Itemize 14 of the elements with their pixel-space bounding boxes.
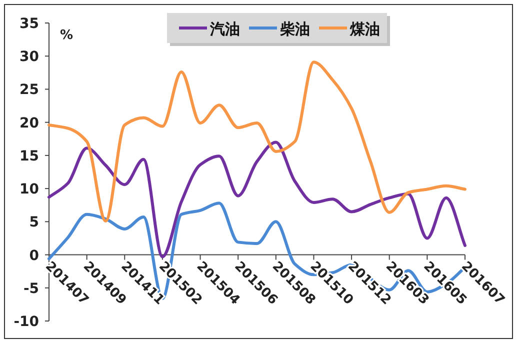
y-tick-label: 25: [20, 82, 39, 98]
y-tick-label: 20: [20, 115, 40, 132]
y-axis-title: %: [60, 28, 74, 43]
y-tick-label: -10: [14, 314, 40, 330]
legend-label: 柴油: [279, 20, 310, 38]
y-tick-label: 35: [20, 16, 39, 32]
legend-label: 煤油: [349, 20, 380, 38]
legend-label: 汽油: [209, 20, 240, 38]
y-tick-label: 5: [29, 214, 39, 231]
y-tick-label: -5: [23, 280, 39, 297]
y-tick-label: 0: [29, 248, 40, 264]
y-tick-label: 30: [20, 49, 40, 66]
y-tick-label: 15: [20, 148, 39, 164]
y-tick-label: 10: [20, 182, 40, 198]
